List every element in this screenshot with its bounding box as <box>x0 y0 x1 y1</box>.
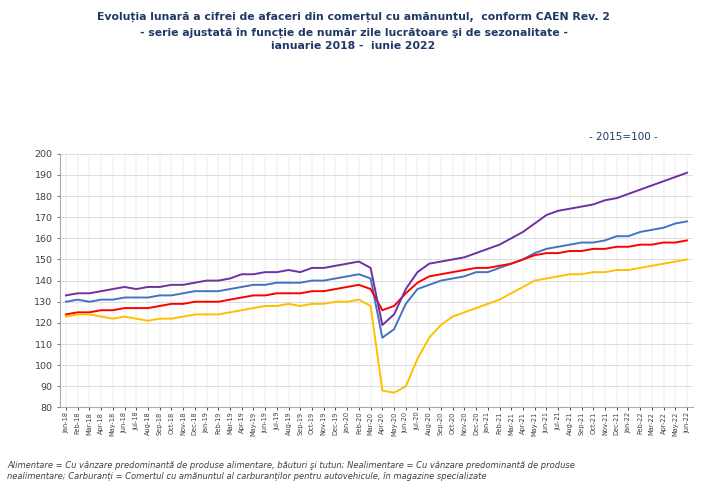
Text: - serie ajustată în funcție de număr zile lucrătoare şi de sezonalitate -: - serie ajustată în funcție de număr zil… <box>139 27 568 38</box>
Text: - 2015=100 -: - 2015=100 - <box>589 132 658 142</box>
Text: Evoluția lunară a cifrei de afaceri din comerțul cu amănuntul,  conform CAEN Rev: Evoluția lunară a cifrei de afaceri din … <box>97 12 610 22</box>
Text: ianuarie 2018 -  iunie 2022: ianuarie 2018 - iunie 2022 <box>271 41 436 51</box>
Text: Alimentare = Cu vânzare predominantă de produse alimentare, băuturi şi tutun; Ne: Alimentare = Cu vânzare predominantă de … <box>7 461 575 481</box>
